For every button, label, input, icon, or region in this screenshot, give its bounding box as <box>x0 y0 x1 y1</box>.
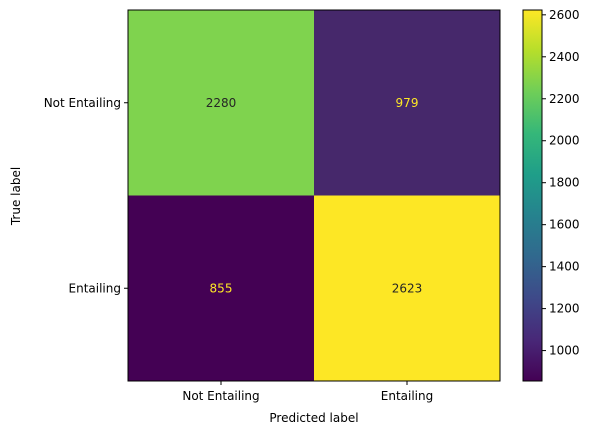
colorbar <box>522 9 543 382</box>
colorbar-tick-label: 2200 <box>549 92 580 106</box>
y-axis-label: True label <box>9 167 23 226</box>
x-tick-label: Not Entailing <box>182 389 259 403</box>
colorbar-tick-label: 1800 <box>549 176 580 190</box>
heatmap-cell <box>128 10 314 196</box>
y-tick-label: Not Entailing <box>44 96 121 110</box>
cell-value-label: 855 <box>210 281 233 295</box>
colorbar-tick-label: 2600 <box>549 8 580 22</box>
colorbar-tick-label: 2000 <box>549 134 580 148</box>
plot-frame <box>127 9 501 382</box>
colorbar-tick-label: 1000 <box>549 344 580 358</box>
cell-value-labels: 2280 979 855 2623 <box>206 96 423 296</box>
colorbar-ticks: 1000 1200 1400 1600 1800 2000 2200 2400 2600 <box>542 8 580 358</box>
y-tick-label: Entailing <box>69 281 121 295</box>
colorbar-tick-label: 1400 <box>549 260 580 274</box>
cell-value-label: 2623 <box>392 281 423 295</box>
x-axis-ticks: Not Entailing Entailing <box>182 381 433 403</box>
heatmap-cell <box>128 195 314 381</box>
x-axis-label: Predicted label <box>269 411 358 425</box>
x-tick-label: Entailing <box>381 389 433 403</box>
heatmap-cells <box>128 10 500 381</box>
y-axis-ticks: Not Entailing Entailing <box>44 96 128 295</box>
cell-value-label: 979 <box>396 96 419 110</box>
cell-value-label: 2280 <box>206 96 237 110</box>
colorbar-tick-label: 1600 <box>549 218 580 232</box>
heatmap-cell <box>314 10 500 196</box>
colorbar-tick-label: 1200 <box>549 302 580 316</box>
colorbar-tick-label: 2400 <box>549 50 580 64</box>
heatmap-cell <box>314 195 500 381</box>
